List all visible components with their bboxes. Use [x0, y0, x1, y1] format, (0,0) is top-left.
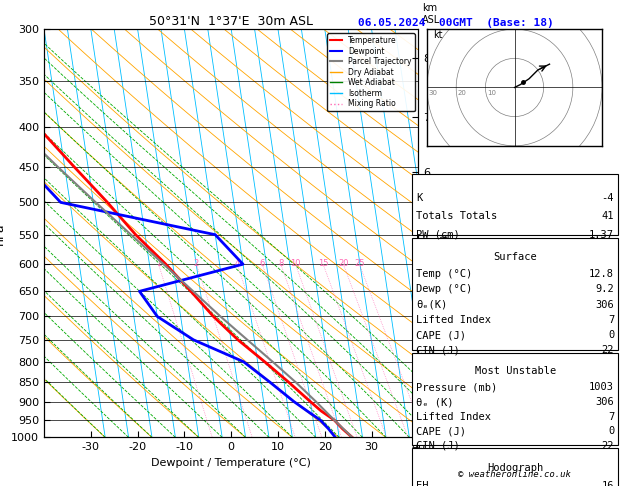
Text: Lifted Index: Lifted Index: [416, 315, 491, 325]
Text: 9.2: 9.2: [596, 284, 614, 295]
Text: 30: 30: [428, 90, 438, 96]
Bar: [412, 353, 618, 445]
Text: 10: 10: [487, 90, 496, 96]
Text: 22: 22: [602, 441, 614, 451]
Y-axis label: hPa: hPa: [0, 222, 6, 244]
Text: 06.05.2024  00GMT  (Base: 18): 06.05.2024 00GMT (Base: 18): [358, 18, 554, 29]
X-axis label: Dewpoint / Temperature (°C): Dewpoint / Temperature (°C): [151, 458, 311, 468]
Text: CAPE (J): CAPE (J): [416, 426, 466, 436]
Text: Dewp (°C): Dewp (°C): [416, 284, 472, 295]
Text: EH: EH: [416, 481, 428, 486]
Text: LCL: LCL: [422, 415, 440, 425]
Bar: [412, 449, 618, 486]
Text: CIN (J): CIN (J): [416, 441, 460, 451]
Text: 12.8: 12.8: [589, 269, 614, 279]
Text: CIN (J): CIN (J): [416, 346, 460, 355]
Text: 25: 25: [354, 259, 365, 268]
Text: kt: kt: [433, 30, 442, 40]
Text: 22: 22: [602, 346, 614, 355]
Text: 10: 10: [290, 259, 301, 268]
Text: 2: 2: [194, 259, 199, 268]
Text: Temp (°C): Temp (°C): [416, 269, 472, 279]
Text: Pressure (mb): Pressure (mb): [416, 382, 498, 392]
Text: 41: 41: [602, 211, 614, 221]
Text: 6: 6: [260, 259, 265, 268]
Text: -4: -4: [602, 193, 614, 203]
Text: 1003: 1003: [589, 382, 614, 392]
Text: km
ASL: km ASL: [422, 3, 440, 25]
Text: 0: 0: [608, 426, 614, 436]
Text: Surface: Surface: [493, 252, 537, 262]
Text: 16: 16: [602, 481, 614, 486]
Y-axis label: Mixing Ratio (g/kg): Mixing Ratio (g/kg): [437, 187, 447, 279]
Bar: [412, 239, 618, 350]
Text: CAPE (J): CAPE (J): [416, 330, 466, 340]
Text: Hodograph: Hodograph: [487, 463, 543, 473]
Text: Lifted Index: Lifted Index: [416, 412, 491, 421]
Text: 15: 15: [318, 259, 328, 268]
Bar: [412, 174, 618, 235]
Text: 20: 20: [458, 90, 467, 96]
Text: 1.37: 1.37: [589, 230, 614, 240]
Text: 20: 20: [338, 259, 348, 268]
Text: θₑ (K): θₑ (K): [416, 397, 454, 407]
Text: θₑ(K): θₑ(K): [416, 299, 447, 310]
Text: Totals Totals: Totals Totals: [416, 211, 498, 221]
Text: 7: 7: [608, 315, 614, 325]
Text: Most Unstable: Most Unstable: [474, 366, 556, 376]
Text: PW (cm): PW (cm): [416, 230, 460, 240]
Title: 50°31'N  1°37'E  30m ASL: 50°31'N 1°37'E 30m ASL: [149, 15, 313, 28]
Text: 7: 7: [608, 412, 614, 421]
Text: 306: 306: [596, 397, 614, 407]
Text: 0: 0: [608, 330, 614, 340]
Text: 1: 1: [156, 259, 161, 268]
Text: © weatheronline.co.uk: © weatheronline.co.uk: [458, 469, 571, 479]
Text: K: K: [416, 193, 422, 203]
Legend: Temperature, Dewpoint, Parcel Trajectory, Dry Adiabat, Wet Adiabat, Isotherm, Mi: Temperature, Dewpoint, Parcel Trajectory…: [327, 33, 415, 111]
Text: 4: 4: [235, 259, 240, 268]
Text: 306: 306: [596, 299, 614, 310]
Text: 8: 8: [278, 259, 284, 268]
